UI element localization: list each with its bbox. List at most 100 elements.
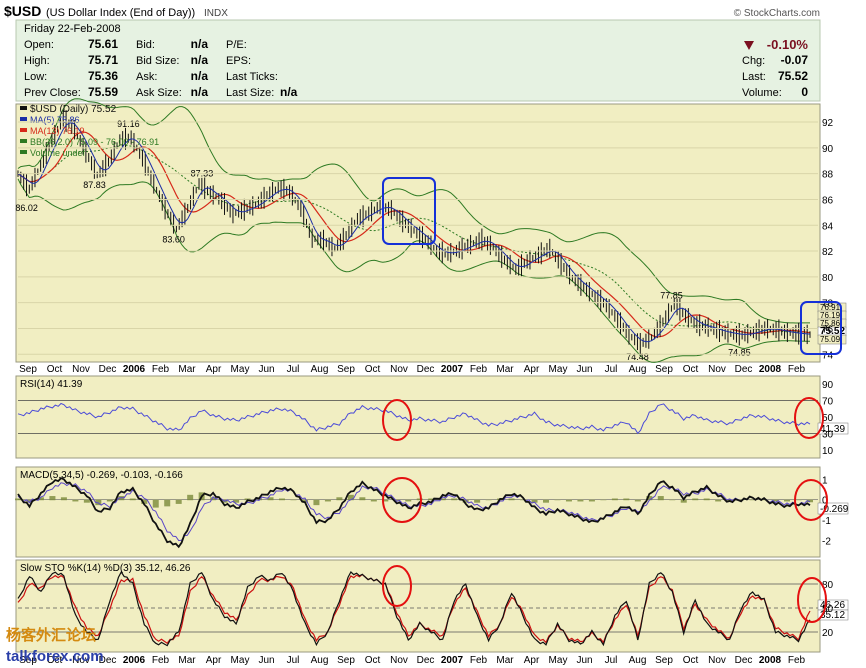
macd-histogram-bar xyxy=(187,494,194,501)
price-tick-label: 74 xyxy=(822,350,834,361)
change-value: 75.52 xyxy=(778,69,808,83)
x-axis-label-bottom: Sep xyxy=(19,655,37,666)
macd-line xyxy=(17,477,811,549)
legend-swatch xyxy=(20,128,27,132)
quote-value: 75.59 xyxy=(88,85,118,99)
indicator-tick-label: 70 xyxy=(822,397,834,408)
x-axis-label: Jul xyxy=(287,364,300,375)
macd-histogram-bar xyxy=(531,499,538,503)
x-axis-label: Apr xyxy=(206,364,222,375)
macd-histogram-bar xyxy=(428,498,435,501)
x-axis-label: Jul xyxy=(605,364,618,375)
macd-histogram-bar xyxy=(784,499,791,502)
macd-histogram-bar xyxy=(657,496,664,501)
x-axis-label-bottom: May xyxy=(231,655,250,666)
macd-histogram-bar xyxy=(692,498,699,501)
macd-histogram-bar xyxy=(210,497,217,501)
sto-d-line xyxy=(17,573,811,645)
macd-histogram-bar xyxy=(49,496,56,501)
price-annotation: 74.48 xyxy=(626,352,649,362)
quote-value: 75.71 xyxy=(88,53,118,67)
macd-histogram-bar xyxy=(290,499,297,501)
exchange: INDX xyxy=(204,8,228,19)
price-annotation: 87.83 xyxy=(83,180,106,190)
macd-histogram-bar xyxy=(95,499,102,506)
price-tick-label: 80 xyxy=(822,273,834,284)
macd-histogram-bar xyxy=(347,494,354,501)
annotation-box-blue-end xyxy=(800,301,842,355)
annotation-box-blue xyxy=(382,177,436,245)
quote-value: n/a xyxy=(280,85,298,99)
x-axis-label-bottom: Feb xyxy=(152,655,170,666)
macd-histogram-bar xyxy=(623,498,630,501)
indicator-tick-label: 1 xyxy=(822,475,828,486)
x-axis-label: Sep xyxy=(19,364,37,375)
legend-entry: MA(13) 76.19 xyxy=(30,126,85,136)
price-tag-label: 76.19 xyxy=(820,311,841,320)
macd-histogram-bar xyxy=(474,499,481,503)
x-axis-label: Oct xyxy=(47,364,63,375)
macd-histogram-bar xyxy=(233,499,240,503)
price-tag xyxy=(817,334,847,345)
macd-histogram-bar xyxy=(301,499,308,503)
x-axis-label: Mar xyxy=(496,364,514,375)
x-axis-label: May xyxy=(231,364,250,375)
macd-histogram-bar xyxy=(520,499,527,501)
rsi-tag xyxy=(817,422,849,435)
change-table: Chg: -0.07 Last: 75.52 Volume: 0 xyxy=(742,53,808,99)
price-tick-label: 92 xyxy=(822,118,834,129)
x-axis-label-bottom: Sep xyxy=(337,655,355,666)
macd-histogram-bar xyxy=(703,498,710,501)
macd-histogram-bar xyxy=(772,499,779,502)
x-axis-label-bottom: Oct xyxy=(47,655,63,666)
indicator-tick-label: 50 xyxy=(822,413,834,424)
macd-histogram-bar xyxy=(680,499,687,503)
macd-histogram-bar xyxy=(83,499,90,503)
x-axis-label: Nov xyxy=(390,364,408,375)
legend-swatch xyxy=(20,150,27,154)
x-axis-label-bottom: Jun xyxy=(258,655,274,666)
macd-histogram-bar xyxy=(451,498,458,501)
price-tick-label: 88 xyxy=(822,170,834,181)
quote-value: 75.36 xyxy=(88,69,118,83)
x-axis-label: Jun xyxy=(576,364,592,375)
price-tick-label: 82 xyxy=(822,247,834,258)
sto-panel xyxy=(15,559,821,653)
price-tag-label: 75.52 xyxy=(820,326,845,337)
x-axis-label: Feb xyxy=(470,364,488,375)
macd-histogram-bar xyxy=(279,498,285,501)
macd-histogram-bar xyxy=(336,497,343,501)
pct-change: -0.10% xyxy=(767,37,809,52)
x-axis-label-bottom: 2007 xyxy=(441,655,464,666)
macd-histogram-bar xyxy=(175,499,182,504)
x-axis-label: Apr xyxy=(524,364,540,375)
x-axis-label: Sep xyxy=(337,364,355,375)
x-axis-label: Nov xyxy=(72,364,90,375)
legend-swatch xyxy=(20,139,27,143)
x-axis-label-bottom: Feb xyxy=(470,655,488,666)
sto-legend: Slow STO %K(14) %D(3) 35.12, 46.26 xyxy=(20,563,191,574)
x-axis-label: Oct xyxy=(365,364,381,375)
indicator-tick-label: 0 xyxy=(822,496,828,507)
x-axis-label-bottom: Dec xyxy=(99,655,117,666)
quote-label: Prev Close: xyxy=(24,87,81,99)
rsi-panel xyxy=(15,375,821,459)
macd-histogram-bar xyxy=(26,499,33,503)
x-axis-label-bottom: Sep xyxy=(655,655,673,666)
change-value: 0 xyxy=(801,85,808,99)
x-axis-label: Nov xyxy=(708,364,726,375)
x-axis-label-bottom: Apr xyxy=(206,655,222,666)
x-axis-label-bottom: Mar xyxy=(496,655,514,666)
change-label: Chg: xyxy=(742,55,765,67)
indicator-tick-label: 80 xyxy=(822,580,834,591)
x-axis-label: Mar xyxy=(178,364,196,375)
legend-entry: BB(26,2.0) 75.09 - 76.00 - 76.91 xyxy=(30,137,159,147)
macd-histogram-bar xyxy=(600,499,607,501)
macd-histogram-bar xyxy=(152,499,159,508)
indicator-tick-label: 20 xyxy=(822,628,834,639)
chart-header: $USD (US Dollar Index (End of Day)) INDX… xyxy=(4,3,821,102)
ma5-line xyxy=(17,122,811,343)
macd-histogram-bar xyxy=(313,499,320,506)
macd-histogram-bar xyxy=(129,498,136,501)
